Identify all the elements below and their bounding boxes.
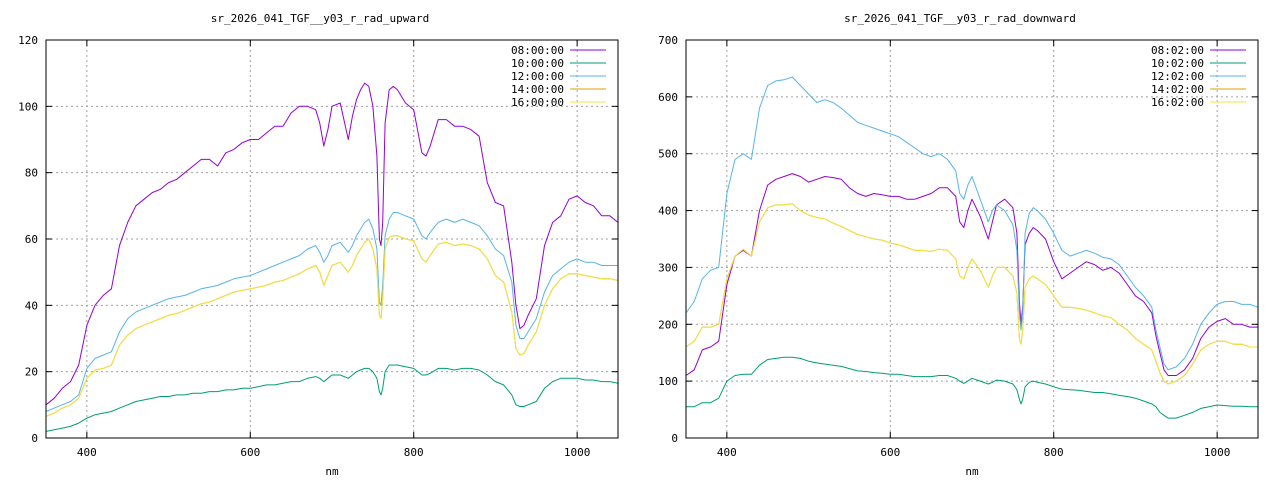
x-axis-label: nm [965, 465, 979, 478]
legend-label: 10:00:00 [511, 57, 564, 70]
series-line [685, 76, 1259, 371]
x-tick-label: 1000 [564, 446, 591, 459]
legend-label: 14:00:00 [511, 83, 564, 96]
y-tick-label: 120 [18, 34, 38, 47]
chart-panel-downward: sr_2026_041_TGF__y03_r_rad_downward 400 6… [640, 0, 1280, 480]
y-tick-label: 100 [658, 375, 678, 388]
y-tick-label: 60 [25, 233, 38, 246]
legend-label: 16:00:00 [511, 96, 564, 109]
y-tick-label: 100 [18, 100, 38, 113]
x-tick-label: 600 [880, 446, 900, 459]
series-line [685, 203, 1258, 385]
series-line [45, 212, 618, 412]
series-line [45, 364, 619, 432]
chart-title: sr_2026_041_TGF__y03_r_rad_upward [210, 12, 430, 25]
y-tick-label: 0 [671, 432, 678, 445]
x-tick-label: 600 [240, 446, 260, 459]
chart-panel-upward: sr_2026_041_TGF__y03_r_rad_upward 400 600… [18, 12, 619, 478]
legend-label: 08:00:00 [511, 44, 564, 57]
legend-label: 12:02:00 [1151, 70, 1204, 83]
plot-frame [685, 39, 1259, 439]
y-tick-label: 600 [658, 91, 678, 104]
y-tick-label: 500 [658, 148, 678, 161]
legend-label: 16:02:00 [1151, 96, 1204, 109]
y-tick-label: 80 [25, 167, 38, 180]
x-tick-label: 1000 [1204, 446, 1231, 459]
y-tick-label: 0 [31, 432, 38, 445]
series-group [685, 76, 1259, 419]
series-group [45, 82, 619, 432]
legend-label: 12:00:00 [511, 70, 564, 83]
series-line [685, 173, 1258, 376]
x-tick-label: 800 [404, 446, 424, 459]
series-line [45, 82, 619, 406]
legend-label: 14:02:00 [1151, 83, 1204, 96]
series-line [45, 235, 619, 417]
x-tick-label: 400 [717, 446, 737, 459]
legend-label: 10:02:00 [1151, 57, 1204, 70]
y-tick-label: 300 [658, 261, 678, 274]
y-tick-label: 40 [25, 299, 38, 312]
line-chart-upward: 400 600 800 1000 0 20 40 60 80 100 120 nm 08:00:0010… [18, 34, 619, 478]
y-tick-label: 400 [658, 205, 678, 218]
legend-label: 08:02:00 [1151, 44, 1204, 57]
axes: 400 600 800 1000 0 100 200 300 400 500 600 700 [658, 34, 1258, 459]
series-line [686, 356, 1258, 419]
chart-title: sr_2026_041_TGF__y03_r_rad_downward [844, 12, 1076, 25]
x-tick-label: 800 [1044, 446, 1064, 459]
x-tick-label: 400 [77, 446, 97, 459]
series-line [685, 203, 1258, 385]
grid [686, 40, 1258, 438]
y-tick-label: 200 [658, 318, 678, 331]
y-tick-label: 20 [25, 366, 38, 379]
x-axis-label: nm [325, 465, 339, 478]
axes: 400 600 800 1000 0 20 40 60 80 100 120 [18, 34, 618, 459]
y-tick-label: 700 [658, 34, 678, 47]
line-chart-downward: 400 600 800 1000 0 100 200 300 400 500 600 700 nm 08:… [658, 34, 1259, 478]
